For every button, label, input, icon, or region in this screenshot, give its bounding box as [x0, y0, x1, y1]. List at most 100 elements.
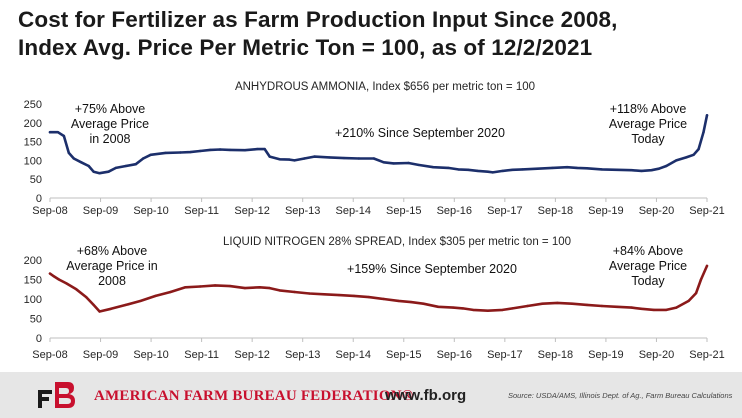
- series-point: [447, 166, 450, 170]
- y-tick-label: 150: [24, 275, 42, 287]
- y-tick-label: 200: [24, 118, 42, 130]
- x-tick-label: Sep-11: [184, 205, 219, 217]
- series-point: [199, 285, 202, 288]
- series-point: [107, 170, 110, 173]
- series-point: [585, 303, 589, 307]
- series-point: [80, 161, 83, 164]
- series-point: [52, 275, 56, 278]
- series-point: [56, 131, 60, 134]
- chart-panel-2: LIQUID NITROGEN 28% SPREAD, Index $305 p…: [24, 236, 725, 361]
- series-point: [48, 131, 52, 134]
- x-tick-label: Sep-13: [285, 349, 320, 361]
- chart-panel-1: ANHYDROUS AMMONIA, Index $656 per metric…: [24, 81, 725, 217]
- x-tick-label: Sep-15: [386, 349, 421, 361]
- annotation-line: Average Price: [609, 117, 687, 131]
- farm-bureau-logo-icon: [38, 382, 75, 408]
- series-point: [323, 293, 326, 296]
- series-point: [675, 306, 678, 309]
- series-point: [213, 284, 217, 287]
- series-point: [67, 151, 71, 155]
- series-point: [652, 308, 656, 312]
- annotation-line: +75% Above: [75, 102, 146, 116]
- x-tick-label: Sep-21: [689, 205, 724, 217]
- series-point: [228, 148, 232, 152]
- series-point: [372, 157, 375, 160]
- series-point: [397, 299, 400, 303]
- series-point: [476, 169, 480, 173]
- y-tick-label: 0: [36, 193, 42, 205]
- series-point: [570, 302, 574, 305]
- series-point: [218, 148, 222, 151]
- series-point: [48, 272, 52, 275]
- chart-subtitle: ANHYDROUS AMMONIA, Index $656 per metric…: [235, 81, 535, 93]
- series-point: [699, 278, 703, 281]
- series-point: [630, 306, 633, 309]
- series-line: [48, 264, 709, 313]
- series-point: [293, 159, 296, 162]
- series-point: [536, 167, 539, 170]
- x-tick-label: Sep-18: [538, 349, 573, 361]
- series-point: [179, 151, 182, 154]
- x-tick-label: Sep-19: [588, 205, 623, 217]
- series-point: [139, 299, 142, 303]
- series-point: [352, 294, 356, 298]
- series-point: [243, 149, 247, 152]
- chart-title-line-1: Cost for Fertilizer as Farm Production I…: [18, 7, 618, 32]
- series-point: [92, 303, 95, 307]
- series-point: [142, 157, 145, 160]
- series-point: [409, 300, 413, 304]
- series-point: [164, 151, 167, 155]
- series-point: [694, 291, 698, 295]
- y-tick-label: 0: [36, 333, 42, 345]
- series-point: [342, 156, 346, 160]
- series-point: [154, 294, 157, 298]
- x-tick-label: Sep-14: [335, 349, 370, 361]
- annotation-label: +210% Since September 2020: [335, 126, 505, 140]
- series-point: [417, 163, 420, 167]
- series-point: [62, 134, 66, 138]
- annotation-line: Today: [631, 274, 665, 288]
- x-tick-label: Sep-09: [83, 349, 118, 361]
- series-point: [303, 157, 306, 160]
- x-tick-label: Sep-20: [639, 349, 674, 361]
- series-point: [697, 147, 700, 151]
- series-point: [169, 290, 172, 294]
- series-point: [57, 278, 61, 281]
- y-tick-label: 50: [30, 174, 42, 186]
- annotation-line: +118% Above: [610, 102, 687, 116]
- series-point: [551, 166, 554, 170]
- series-point: [258, 286, 261, 289]
- series-point: [288, 158, 291, 161]
- series-point: [486, 309, 489, 312]
- x-tick-label: Sep-10: [133, 349, 168, 361]
- series-point: [432, 166, 435, 169]
- series-point: [263, 147, 266, 151]
- series-point: [184, 286, 187, 289]
- series-point: [615, 168, 618, 171]
- annotation-line: in 2008: [89, 132, 130, 146]
- series-point: [600, 168, 604, 171]
- charts-area: ANHYDROUS AMMONIA, Index $656 per metric…: [24, 81, 725, 361]
- annotation-line: +210% Since September 2020: [335, 126, 505, 140]
- series-point: [278, 158, 281, 161]
- footer-bar: AMERICAN FARM BUREAU FEDERATION® www.fb.…: [0, 372, 742, 418]
- x-tick-label: Sep-20: [639, 205, 674, 217]
- series-point: [72, 157, 76, 160]
- series-point: [367, 295, 370, 299]
- series-point: [189, 150, 192, 154]
- series-point: [437, 305, 440, 308]
- series-point: [85, 295, 88, 299]
- series-point: [702, 131, 705, 134]
- annotation-label: +84% Above Average Price Today: [609, 244, 687, 288]
- series-point: [501, 308, 504, 312]
- source-note: Source: USDA/AMS, Illinois Dept. of Ag.,…: [508, 391, 733, 400]
- series-point: [328, 156, 331, 159]
- series-point: [98, 172, 101, 175]
- series-point: [124, 164, 128, 168]
- series-point: [451, 306, 455, 309]
- series-point: [256, 147, 259, 151]
- series-point: [268, 286, 271, 290]
- series-point: [87, 164, 90, 168]
- annotation-line: Average Price: [609, 259, 687, 273]
- x-tick-label: Sep-14: [335, 205, 370, 217]
